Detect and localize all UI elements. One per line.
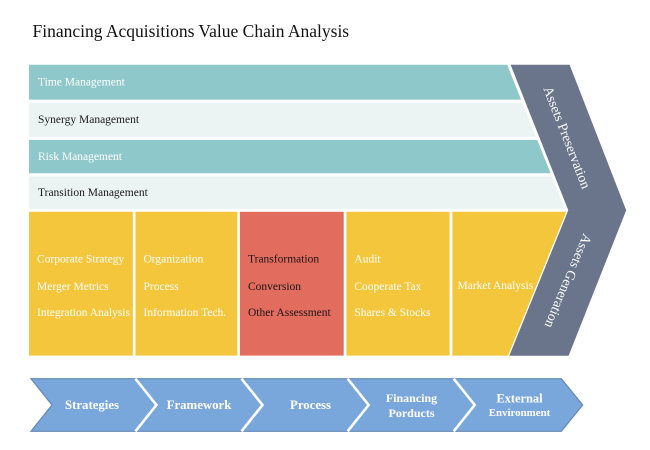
svg-text:Conversion: Conversion [248,281,301,293]
svg-text:Merger Metrics: Merger Metrics [37,281,109,293]
svg-text:Porducts: Porducts [389,406,435,420]
svg-text:External: External [496,391,543,405]
svg-text:Process: Process [290,398,331,412]
svg-text:Audit: Audit [354,254,381,266]
svg-text:Framework: Framework [167,398,233,412]
svg-text:Transition Management: Transition Management [38,187,149,199]
svg-text:Cooperate Tax: Cooperate Tax [354,281,421,293]
svg-text:Financing Acquisitions Value C: Financing Acquisitions Value Chain Analy… [33,21,350,41]
svg-text:Organization: Organization [144,254,204,266]
svg-text:Corporate Strategy: Corporate Strategy [37,254,124,266]
svg-text:Transformation: Transformation [248,254,319,266]
svg-text:Process: Process [144,281,180,293]
svg-text:Shares & Stocks: Shares & Stocks [354,307,431,319]
svg-text:Environment: Environment [489,407,551,419]
svg-text:Time Management: Time Management [38,76,126,88]
svg-text:Integration Analysis: Integration Analysis [37,307,130,319]
svg-text:Financing: Financing [386,391,437,405]
svg-text:Market Analysis: Market Analysis [458,280,534,292]
svg-text:Risk Management: Risk Management [38,151,123,163]
svg-text:Other Assessment: Other Assessment [248,307,332,319]
svg-text:Information Tech.: Information Tech. [144,307,227,319]
svg-text:Synergy Management: Synergy Management [38,114,140,126]
svg-text:Strategies: Strategies [65,398,119,412]
